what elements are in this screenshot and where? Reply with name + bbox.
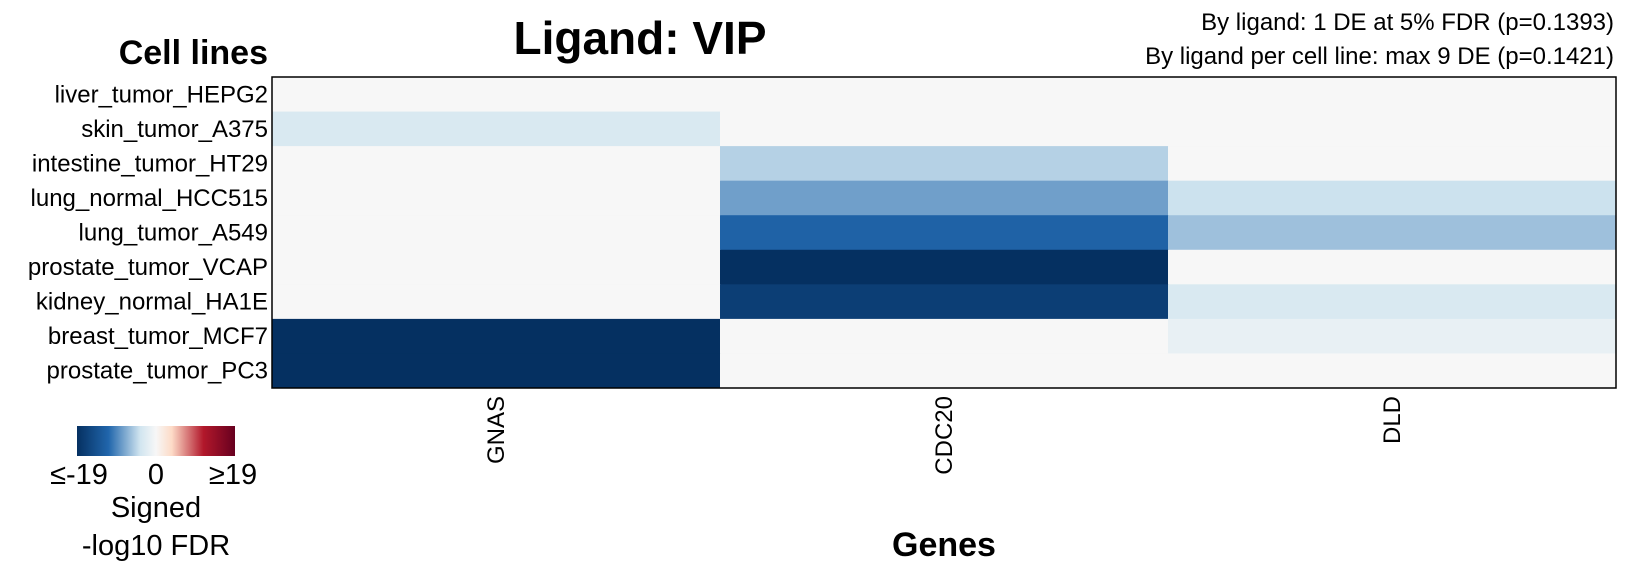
legend-title-line-2: -log10 FDR: [82, 530, 230, 562]
heatmap-cell: [1168, 146, 1617, 182]
heatmap-cell: [1168, 353, 1617, 389]
heatmap-cells: [272, 77, 1617, 389]
x-axis-title: Genes: [892, 526, 996, 564]
row-label: liver_tumor_HEPG2: [55, 81, 268, 108]
heatmap-cell: [1168, 111, 1617, 147]
y-axis-title: Cell lines: [119, 34, 268, 72]
row-label: intestine_tumor_HT29: [32, 150, 268, 177]
row-label: breast_tumor_MCF7: [48, 323, 268, 350]
row-label: skin_tumor_A375: [81, 116, 268, 143]
legend-title-line-1: Signed: [111, 492, 201, 524]
row-labels: liver_tumor_HEPG2 skin_tumor_A375 intestin…: [28, 81, 268, 384]
row-label: prostate_tumor_VCAP: [28, 254, 268, 281]
heatmap-cell: [1168, 284, 1617, 320]
heatmap-cell: [720, 77, 1169, 113]
heatmap-cell: [1168, 180, 1617, 216]
heatmap-cell: [1168, 215, 1617, 251]
row-label: lung_normal_HCC515: [31, 185, 268, 212]
heatmap-cell: [720, 146, 1169, 182]
legend-min-label: ≤-19: [50, 459, 108, 491]
row-label: lung_tumor_A549: [79, 220, 268, 247]
heatmap-cell: [720, 111, 1169, 147]
heatmap-border: [271, 76, 1617, 389]
legend-mid-label: 0: [148, 459, 164, 491]
heatmap-cell: [720, 180, 1169, 216]
heatmap-cell: [272, 318, 721, 354]
heatmap-cell: [272, 284, 721, 320]
heatmap-cell: [272, 249, 721, 285]
heatmap-cell: [272, 77, 721, 113]
row-label: kidney_normal_HA1E: [36, 289, 268, 316]
heatmap-cell: [720, 353, 1169, 389]
heatmap-cell: [272, 353, 721, 389]
heatmap-cell: [1168, 77, 1617, 113]
heatmap-cell: [272, 215, 721, 251]
heatmap-cell: [720, 215, 1169, 251]
heatmap-cell: [272, 146, 721, 182]
row-label: prostate_tumor_PC3: [47, 358, 268, 385]
column-label: CDC20: [931, 396, 958, 475]
heatmap-cell: [1168, 318, 1617, 354]
stats-line-2: By ligand per cell line: max 9 DE (p=0.1…: [1145, 43, 1614, 70]
heatmap-cell: [272, 180, 721, 216]
heatmap-cell: [720, 249, 1169, 285]
heatmap-cell: [1168, 249, 1617, 285]
legend-color-bar: [77, 426, 235, 456]
heatmap-cell: [272, 111, 721, 147]
column-labels: GNAS CDC20 DLD: [483, 396, 1406, 475]
legend-max-label: ≥19: [209, 459, 257, 491]
column-label: DLD: [1379, 396, 1406, 444]
heatmap-cell: [720, 318, 1169, 354]
column-label: GNAS: [483, 396, 510, 464]
chart-title: Ligand: VIP: [514, 12, 767, 64]
stats-line-1: By ligand: 1 DE at 5% FDR (p=0.1393): [1201, 9, 1614, 36]
heatmap-cell: [720, 284, 1169, 320]
